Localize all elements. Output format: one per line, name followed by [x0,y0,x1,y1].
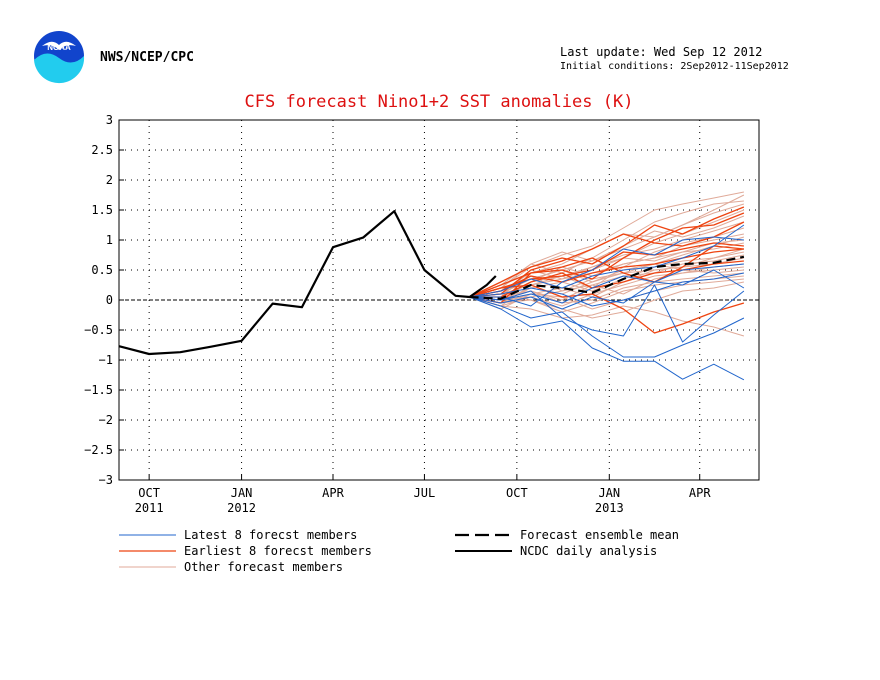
latest-member-line [469,236,744,307]
latest-member-line [469,284,745,343]
y-tick-label: 1 [106,233,113,247]
earliest-member-line [469,212,745,298]
x-tick-label: OCT [138,486,160,500]
latest-member-line [469,296,745,358]
y-tick-label: −1.5 [84,383,113,397]
legend-label-other: Other forecast members [184,560,343,574]
last-update-label: Last update: Wed Sep 12 2012 [560,45,762,59]
y-tick-label: 2.5 [91,143,113,157]
latest-member-line [469,263,744,310]
legend-label-mean: Forecast ensemble mean [520,528,679,542]
y-tick-label: −2 [99,413,113,427]
latest-member-line [469,269,745,304]
analysis-series [118,210,497,356]
y-tick-label: −3 [99,473,113,487]
latest-member-line [469,296,745,381]
x-tick-label: APR [322,486,344,500]
legend-label-analysis: NCDC daily analysis [520,544,657,558]
y-tick-label: 2 [106,173,113,187]
x-tick-label: JUL [414,486,436,500]
chart-title: CFS forecast Nino1+2 SST anomalies (K) [245,92,634,112]
y-tick-label: 0 [106,293,113,307]
logo-lettering: NOAA [47,43,71,52]
logo-gull [42,41,76,50]
legend-label-latest: Latest 8 forecst members [184,528,357,542]
y-tick-label: −0.5 [84,323,113,337]
x-tick-label: APR [689,486,711,500]
noaa-logo: NOAA [34,31,85,84]
x-tick-label: OCT [506,486,528,500]
ensemble-mean-line [469,255,745,300]
agency-label: NWS/NCEP/CPC [100,50,194,65]
x-tick-label: JAN [598,486,620,500]
legend: Latest 8 forecst members Earliest 8 forec… [119,528,679,574]
other-member-line [469,191,744,298]
earliest-members-series [469,206,745,334]
y-tick-label: 0.5 [91,263,113,277]
other-member-line [469,215,745,298]
y-tick-label: 1.5 [91,203,113,217]
other-member-line [469,296,745,337]
earliest-member-line [469,245,744,304]
earliest-member-line [469,221,745,298]
other-member-line [469,266,744,301]
y-tick-label: −1 [99,353,113,367]
earliest-member-line [469,284,745,334]
ensemble-mean-series [469,255,745,300]
initial-conditions-label: Initial conditions: 2Sep2012-11Sep2012 [560,61,789,72]
y-axis: −3 −2.5 −2 −1.5 −1 −0.5 0 0.5 1 1.5 2 2.5 3 [84,113,124,487]
x-tick-label: JAN [231,486,253,500]
analysis-line [118,210,497,356]
x-tick-year-label: 2012 [227,501,256,515]
y-tick-label: 3 [106,113,113,127]
x-tick-year-label: 2013 [595,501,624,515]
legend-label-earliest: Earliest 8 forecst members [184,544,372,558]
y-tick-label: −2.5 [84,443,113,457]
latest-member-line [469,224,745,298]
x-tick-year-label: 2011 [135,501,164,515]
earliest-member-line [469,248,744,298]
logo-cyan-wave [34,53,85,84]
